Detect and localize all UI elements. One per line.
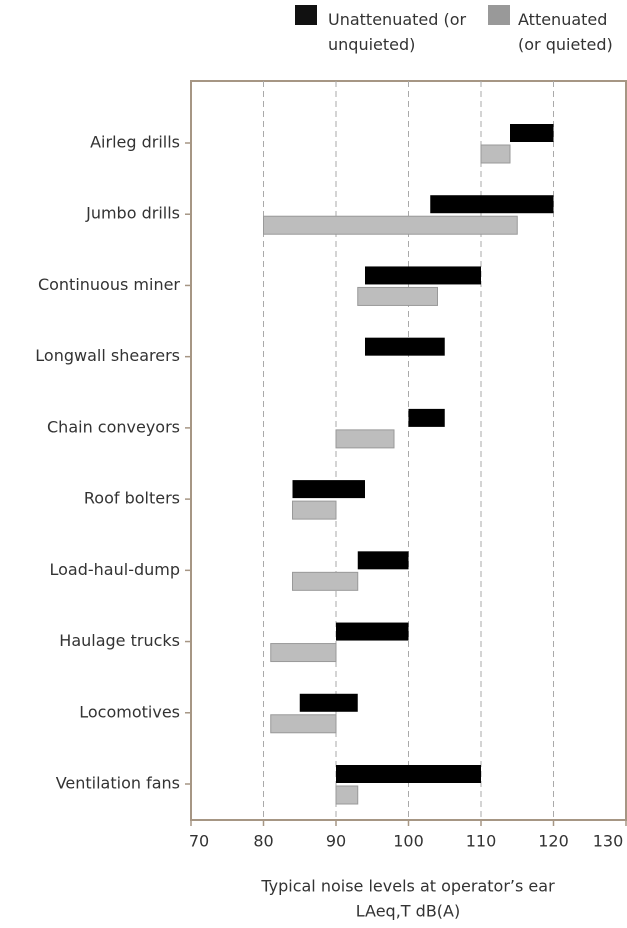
- y-tick-label: Jumbo drills: [85, 204, 180, 223]
- x-axis-label: LAeq,T dB(A): [356, 902, 460, 921]
- legend-swatch: [295, 5, 317, 25]
- bar: [365, 337, 445, 356]
- bar: [299, 693, 358, 712]
- bar: [292, 480, 365, 499]
- bar: [357, 286, 438, 306]
- x-tick-label: 70: [189, 832, 209, 851]
- bar: [480, 144, 511, 164]
- legend-swatch: [488, 5, 510, 25]
- x-axis-label: Typical noise levels at operator’s ear: [260, 877, 555, 896]
- y-tick-label: Airleg drills: [90, 133, 180, 152]
- x-tick-label: 90: [326, 832, 346, 851]
- x-tick-label: 110: [466, 832, 497, 851]
- bar: [336, 622, 409, 641]
- x-tick-label: 120: [538, 832, 569, 851]
- bar: [335, 429, 395, 449]
- legend-label: Unattenuated (or unquieted): [328, 10, 467, 54]
- x-tick-label: 80: [253, 832, 273, 851]
- x-tick-label: 100: [393, 832, 424, 851]
- x-tick-label: 130: [593, 832, 624, 851]
- y-tick-label: Locomotives: [79, 702, 180, 721]
- bar: [292, 500, 337, 520]
- bar: [336, 765, 481, 783]
- legend-label: Attenuated (or quieted): [518, 10, 613, 54]
- y-tick-label: Roof bolters: [84, 489, 180, 508]
- bar: [270, 643, 337, 663]
- bar: [270, 714, 337, 734]
- bar: [430, 195, 554, 214]
- y-tick-label: Longwall shearers: [35, 346, 180, 365]
- y-tick-label: Chain conveyors: [47, 417, 180, 436]
- y-tick-label: Ventilation fans: [56, 774, 180, 793]
- bar: [510, 124, 554, 142]
- y-tick-label: Load-haul-dump: [50, 560, 181, 579]
- y-tick-label: Continuous miner: [38, 275, 180, 294]
- bar: [365, 266, 481, 285]
- bar: [408, 408, 445, 427]
- bar: [263, 215, 518, 235]
- bar: [357, 551, 409, 570]
- bar: [292, 571, 359, 591]
- bar: [335, 785, 359, 805]
- y-tick-label: Haulage trucks: [59, 631, 180, 650]
